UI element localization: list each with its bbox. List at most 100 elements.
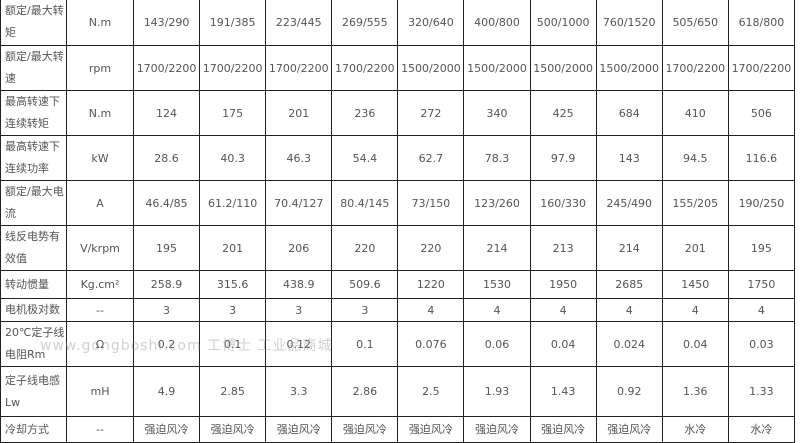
row-unit: Kg.cm² [66,270,134,299]
row-unit: A [66,180,134,226]
row-label: 20℃定子线电阻Rm [0,321,67,367]
table-cell: 0.06 [463,321,531,367]
table-cell: 0.03 [727,321,796,367]
table-cell: 4 [463,298,531,322]
table-cell: 1500/2000 [595,45,663,91]
table-cell: 410 [661,90,729,136]
row-label: 额定/最大转矩 [0,0,67,46]
table-cell: 强迫风冷 [529,416,597,443]
table-cell: 3 [132,298,201,322]
table-row: 额定/最大转矩 N.m 143/290 191/385 223/445 269/555 32… [0,0,796,46]
table-cell: 201 [265,90,333,136]
table-cell: 70.4/127 [265,180,333,226]
table-cell: 214 [463,225,531,271]
row-label: 最高转速下连续转矩 [0,90,67,136]
table-cell: 强迫风冷 [199,416,267,443]
table-cell: 1750 [727,270,796,299]
table-cell: 190/250 [727,180,796,226]
table-cell: 1530 [463,270,531,299]
table-cell: 340 [463,90,531,136]
table-cell: 0.04 [529,321,597,367]
row-unit: V/krpm [66,225,134,271]
table-cell: 1.43 [529,366,597,417]
row-unit: -- [66,298,134,322]
table-cell: 160/330 [529,180,597,226]
table-cell: 强迫风冷 [265,416,333,443]
table-cell: 425 [529,90,597,136]
row-label: 最高转速下连续功率 [0,135,67,181]
table-cell: 116.6 [727,135,796,181]
table-cell: 2.86 [331,366,399,417]
row-label: 定子线电感Lw [0,366,67,417]
table-cell: 220 [331,225,399,271]
table-cell: 73/150 [397,180,465,226]
table-cell: 1700/2200 [661,45,729,91]
table-cell: 0.92 [595,366,663,417]
table-cell: 1220 [397,270,465,299]
table-cell: 水冷 [727,416,796,443]
table-cell: 509.6 [331,270,399,299]
table-cell: 684 [595,90,663,136]
table-cell: 46.4/85 [132,180,201,226]
table-cell: 618/800 [727,0,796,46]
table-cell: 258.9 [132,270,201,299]
table-cell: 1500/2000 [463,45,531,91]
table-cell: 223/445 [265,0,333,46]
table-cell: 1700/2200 [132,45,201,91]
row-label: 电机极对数 [0,298,67,322]
row-unit: mH [66,366,134,417]
table-cell: 0.1 [199,321,267,367]
table-cell: 62.7 [397,135,465,181]
table-cell: 80.4/145 [331,180,399,226]
table-cell: 155/205 [661,180,729,226]
table-cell: 78.3 [463,135,531,181]
table-cell: 4 [727,298,796,322]
table-cell: 320/640 [397,0,465,46]
table-cell: 123/260 [463,180,531,226]
row-label: 冷却方式 [0,416,67,443]
table-row: 额定/最大转速 rpm 1700/2200 1700/2200 1700/2200 170… [0,45,796,91]
table-cell: 213 [529,225,597,271]
table-cell: 4 [661,298,729,322]
table-row: 冷却方式 -- 强迫风冷 强迫风冷 强迫风冷 强迫风冷 强迫风冷 强迫风冷 强迫风冷 强迫风冷 水冷… [0,416,796,443]
table-row: 最高转速下连续转矩 N.m 124 175 201 236 272 340 425 684 410 5… [0,90,796,136]
table-cell: 3 [331,298,399,322]
table-cell: 0.2 [132,321,201,367]
table-cell: 1700/2200 [199,45,267,91]
table-cell: 269/555 [331,0,399,46]
table-cell: 315.6 [199,270,267,299]
table-cell: 500/1000 [529,0,597,46]
table-cell: 1500/2000 [529,45,597,91]
table-cell: 强迫风冷 [132,416,201,443]
table-cell: 175 [199,90,267,136]
table-cell: 2685 [595,270,663,299]
table-cell: 1.36 [661,366,729,417]
table-cell: 强迫风冷 [397,416,465,443]
table-cell: 1700/2200 [265,45,333,91]
table-cell: 94.5 [661,135,729,181]
table-cell: 220 [397,225,465,271]
table-cell: 4 [595,298,663,322]
table-cell: 760/1520 [595,0,663,46]
table-cell: 61.2/110 [199,180,267,226]
table-cell: 143/290 [132,0,201,46]
table-cell: 3 [199,298,267,322]
table-cell: 46.3 [265,135,333,181]
table-cell: 强迫风冷 [331,416,399,443]
table-cell: 1500/2000 [397,45,465,91]
table-row: 20℃定子线电阻Rm Ω 0.2 0.1 0.12 0.1 0.076 0.06 0.04 0.0… [0,321,796,367]
table-cell: 438.9 [265,270,333,299]
table-cell: 1700/2200 [331,45,399,91]
table-cell: 2.85 [199,366,267,417]
table-cell: 2.5 [397,366,465,417]
table-row: 额定/最大电流 A 46.4/85 61.2/110 70.4/127 80.4/145 7… [0,180,796,226]
table-cell: 3 [265,298,333,322]
table-cell: 40.3 [199,135,267,181]
table-cell: 124 [132,90,201,136]
row-unit: -- [66,416,134,443]
table-cell: 1950 [529,270,597,299]
row-unit: N.m [66,0,134,46]
table-cell: 505/650 [661,0,729,46]
table-cell: 0.1 [331,321,399,367]
table-cell: 506 [727,90,796,136]
